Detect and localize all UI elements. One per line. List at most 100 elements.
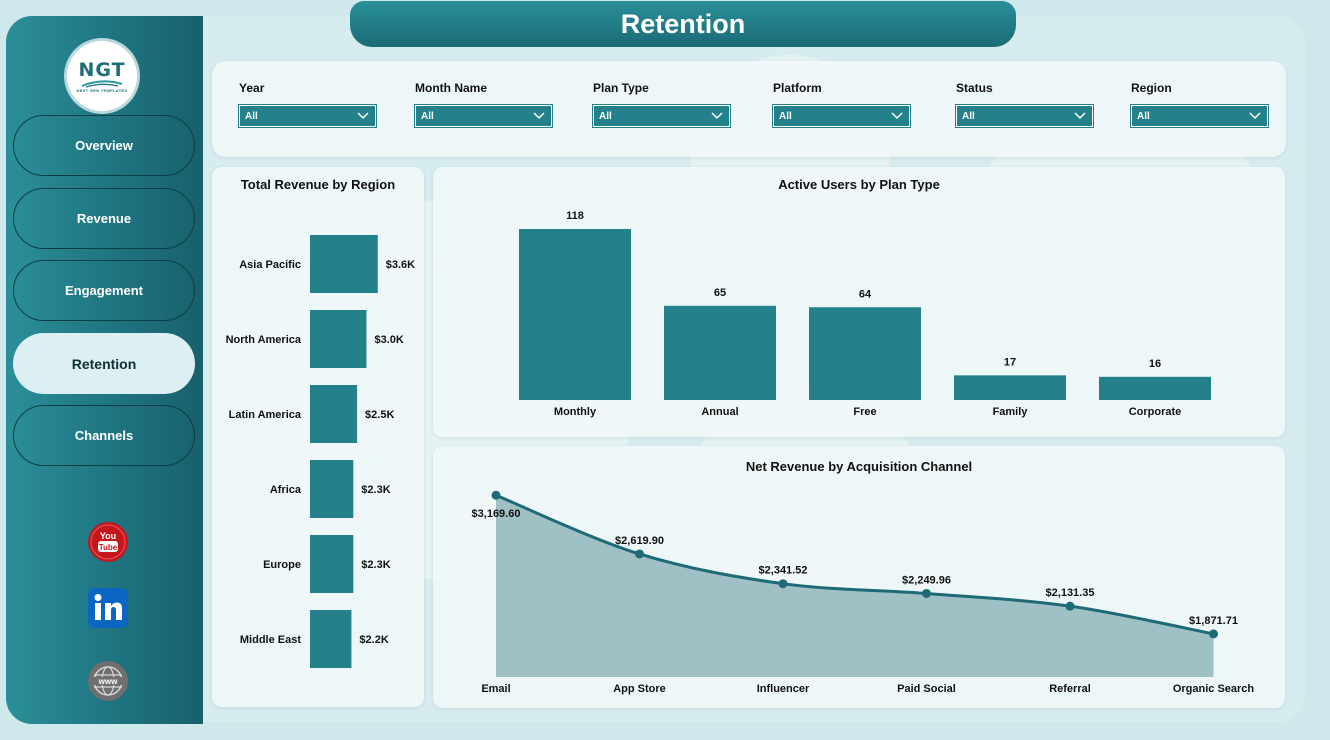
platform-dropdown[interactable]: All bbox=[773, 105, 910, 127]
filter-year: Year All bbox=[239, 81, 376, 127]
nav-overview-button[interactable]: Overview bbox=[13, 115, 195, 176]
revenue-by-region-chart: Asia Pacific $3.6K North America $3.0K Latin… bbox=[226, 235, 415, 668]
category-label: Free bbox=[853, 406, 876, 418]
category-label: Monthly bbox=[554, 406, 597, 418]
category-label: Paid Social bbox=[897, 683, 956, 695]
logo-subtitle: NEXT GEN TEMPLATES bbox=[76, 87, 128, 93]
svg-text:You: You bbox=[100, 531, 116, 541]
filter-label: Month Name bbox=[415, 81, 487, 95]
filter-label: Status bbox=[956, 81, 993, 95]
chart-title: Active Users by Plan Type bbox=[778, 177, 940, 192]
chevron-down-icon bbox=[711, 112, 723, 120]
data-label: $2,619.90 bbox=[615, 535, 664, 547]
active-users-by-plan-card: Active Users by Plan Type 118 Monthly 65 An… bbox=[433, 167, 1285, 437]
filter-label: Plan Type bbox=[593, 81, 649, 95]
active-users-by-plan-chart: 118 Monthly 65 Annual 64 Free 17 Family 16 Corpor… bbox=[519, 210, 1211, 418]
filter-label: Year bbox=[239, 81, 265, 95]
data-label: 16 bbox=[1149, 358, 1161, 370]
ngt-logo[interactable]: NGT NEXT GEN TEMPLATES bbox=[67, 41, 137, 111]
filter-status: Status All bbox=[956, 81, 1093, 127]
dropdown-value: All bbox=[245, 110, 258, 122]
nav-revenue-button[interactable]: Revenue bbox=[13, 188, 195, 249]
filter-bar: Year All Month Name All Plan Type All Pl… bbox=[212, 61, 1286, 157]
nav-retention-button[interactable]: Retention bbox=[13, 333, 195, 394]
series-line bbox=[495, 493, 1214, 636]
category-label: Asia Pacific bbox=[239, 259, 301, 271]
data-label: 17 bbox=[1004, 356, 1016, 368]
dropdown-value: All bbox=[599, 110, 612, 122]
category-label: Europe bbox=[263, 559, 301, 571]
bar bbox=[1099, 376, 1211, 400]
logo-text: NGT bbox=[78, 58, 126, 81]
year-dropdown[interactable]: All bbox=[239, 105, 376, 127]
bar bbox=[310, 535, 354, 593]
chevron-down-icon bbox=[1249, 112, 1261, 120]
category-label: App Store bbox=[613, 683, 666, 695]
revenue-by-region-card: Total Revenue by Region Asia Pacific $3.6… bbox=[212, 167, 424, 707]
filter-platform: Platform All bbox=[773, 81, 910, 127]
category-label: Family bbox=[993, 406, 1029, 418]
filter-plan-type: Plan Type All bbox=[593, 81, 730, 127]
category-label: Middle East bbox=[240, 634, 301, 646]
bar bbox=[664, 305, 776, 400]
data-label: $2.2K bbox=[359, 634, 388, 646]
filter-region: Region All bbox=[1131, 81, 1268, 127]
dropdown-value: All bbox=[1137, 110, 1150, 122]
net-revenue-by-channel-chart: $3,169.60 Email $2,619.90 App Store $2,341.5… bbox=[472, 490, 1255, 695]
bar bbox=[310, 235, 378, 293]
linkedin-icon[interactable] bbox=[87, 587, 129, 629]
logo-swoosh-icon bbox=[81, 79, 123, 88]
youtube-icon[interactable]: You Tube bbox=[87, 521, 129, 563]
category-label: Influencer bbox=[757, 683, 810, 695]
chart-title: Total Revenue by Region bbox=[240, 177, 396, 192]
bar bbox=[310, 385, 358, 443]
net-revenue-by-channel-card: Net Revenue by Acquisition Channel $3,16… bbox=[433, 446, 1285, 708]
data-label: $2,249.96 bbox=[902, 574, 951, 586]
page-title: Retention bbox=[350, 1, 1016, 47]
bar bbox=[809, 307, 921, 400]
data-label: 65 bbox=[714, 287, 726, 299]
month-name-dropdown[interactable]: All bbox=[415, 105, 552, 127]
nav-channels-button[interactable]: Channels bbox=[13, 405, 195, 466]
category-label: Africa bbox=[270, 484, 302, 496]
dropdown-value: All bbox=[421, 110, 434, 122]
nav-engagement-button[interactable]: Engagement bbox=[13, 260, 195, 321]
data-label: 64 bbox=[859, 288, 872, 300]
category-label: Annual bbox=[701, 406, 738, 418]
bar bbox=[310, 310, 367, 368]
chevron-down-icon bbox=[891, 112, 903, 120]
dropdown-value: All bbox=[962, 110, 975, 122]
status-dropdown[interactable]: All bbox=[956, 105, 1093, 127]
bar bbox=[519, 229, 631, 400]
chevron-down-icon bbox=[533, 112, 545, 120]
filter-label: Platform bbox=[773, 81, 822, 95]
data-label: $1,871.71 bbox=[1189, 615, 1238, 627]
data-label: $2.3K bbox=[361, 559, 390, 571]
bar bbox=[954, 375, 1066, 400]
data-point bbox=[922, 588, 931, 598]
svg-text:Tube: Tube bbox=[99, 543, 118, 552]
region-dropdown[interactable]: All bbox=[1131, 105, 1268, 127]
data-point bbox=[1209, 629, 1218, 639]
data-label: $2,341.52 bbox=[759, 565, 808, 577]
category-label: Referral bbox=[1049, 683, 1091, 695]
data-point bbox=[778, 579, 788, 589]
dropdown-value: All bbox=[779, 110, 792, 122]
chevron-down-icon bbox=[1074, 112, 1086, 120]
data-label: $2.3K bbox=[361, 484, 390, 496]
data-label: $3,169.60 bbox=[472, 508, 521, 520]
chevron-down-icon bbox=[357, 112, 369, 120]
data-label: $2.5K bbox=[365, 409, 394, 421]
globe-icon[interactable]: www bbox=[87, 660, 129, 702]
plan-type-dropdown[interactable]: All bbox=[593, 105, 730, 127]
category-label: Email bbox=[481, 683, 510, 695]
category-label: North America bbox=[226, 334, 302, 346]
svg-text:www: www bbox=[98, 677, 118, 686]
bar bbox=[310, 610, 352, 668]
data-label: $2,131.35 bbox=[1046, 587, 1095, 599]
bar bbox=[310, 460, 354, 518]
category-label: Organic Search bbox=[1173, 683, 1255, 695]
chart-title: Net Revenue by Acquisition Channel bbox=[745, 459, 973, 474]
data-point bbox=[1065, 601, 1075, 611]
data-label: 118 bbox=[566, 210, 584, 222]
